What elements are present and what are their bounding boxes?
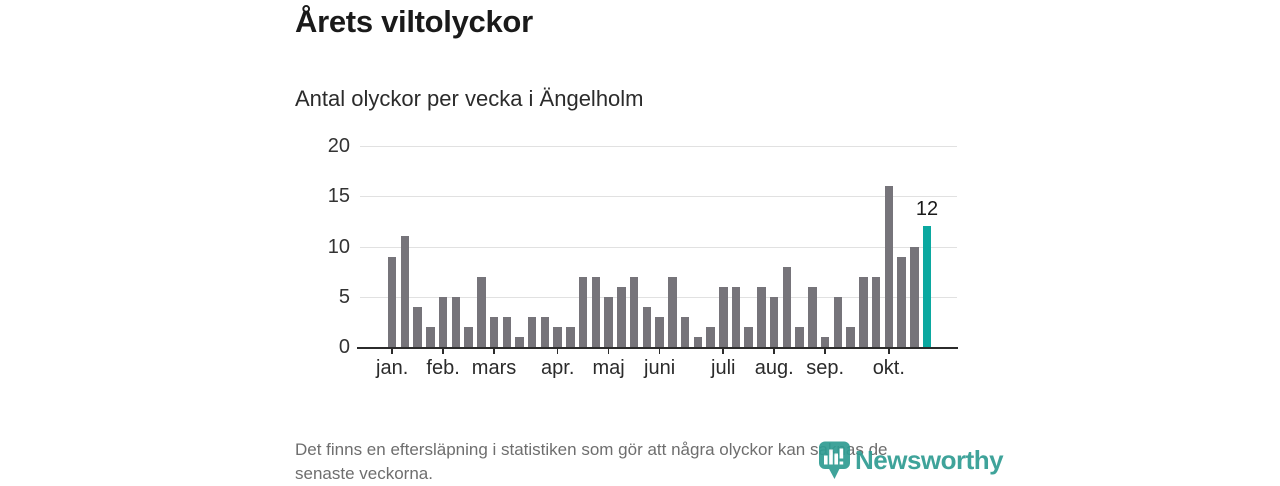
footnote: Det finns en eftersläpning i statistiken… [295,438,887,486]
bar-week-23 [668,276,677,347]
bar-week-33 [795,326,804,347]
gridline [360,296,957,298]
bar-week-20 [629,276,639,347]
x-axis-tick [888,348,890,354]
x-tick-label-juli: juli [711,357,736,379]
y-tick-label: 20 [327,135,350,157]
gridline [360,146,957,147]
bar-week-5 [438,296,448,347]
y-tick-label: 5 [338,285,350,308]
bar-week-12 [527,316,537,347]
gridline [360,246,957,248]
newsworthy-logo[interactable]: Newsworthy [818,441,1004,480]
newsworthy-logo-text: Newsworthy [855,445,1004,475]
bar-week-32 [782,266,792,347]
bar-week-14 [553,326,562,347]
x-tick-label-okt: okt. [872,357,905,379]
x-tick-label-jan: jan. [376,357,409,379]
bar-chart: 0 5 10 15 20 jan. feb. mars apr. maj juni juli aug. s… [328,135,958,379]
bar-week-42 [910,246,919,347]
x-tick-label-feb: feb. [426,357,460,379]
bar-week-17 [591,276,601,347]
gridline [360,196,957,198]
chart-title: Årets viltolyckor [295,4,533,39]
bar-week-6 [451,296,461,347]
y-tick-label: 10 [327,235,350,258]
chart-subtitle: Antal olyckor per vecka i Ängelholm [295,86,644,111]
bar-week-15 [566,326,575,347]
x-axis-line [357,346,958,349]
bar-week-21 [642,306,652,347]
bar-week-22 [655,316,664,347]
x-tick-label-mars: mars [471,357,517,379]
bar-week-7 [464,326,473,347]
x-tick-label-sep: sep. [806,357,845,379]
bar-week-38 [859,276,868,347]
bar-week-24 [680,316,690,347]
newsworthy-pin-icon [819,441,850,479]
bar-week-39 [871,276,881,347]
x-axis-tick [556,348,559,354]
bar-week-1 [387,256,397,347]
bar-week-9 [489,316,499,347]
bar-week-18 [604,296,613,347]
x-tick-label-aug: aug. [754,357,794,379]
bar-week-4 [426,326,435,347]
bar-week-35 [820,336,830,347]
x-tick-label-maj: maj [592,357,625,379]
bar-week-30 [757,286,766,347]
y-tick-label: 15 [327,185,350,208]
bar-week-26 [706,326,715,347]
bar-week-34 [808,286,817,347]
highlighted-bar-value-label: 12 [915,198,939,221]
footnote-line-2: senaste veckorna. [295,464,433,483]
x-axis-tick [442,348,444,354]
bar-week-2 [400,236,410,347]
bar-week-27 [719,286,728,347]
bar-week-31 [769,296,779,347]
bar-week-10 [502,316,511,347]
bar-week-43-highlighted [922,226,932,347]
bar-week-8 [477,276,486,347]
x-axis-tick [607,348,610,354]
bar-week-36 [833,296,843,347]
x-axis-tick [391,348,393,354]
x-axis-tick [722,348,725,354]
x-axis-tick [773,348,775,354]
x-axis-tick [824,348,826,354]
bar-week-40 [884,186,894,347]
bar-week-25 [693,336,703,347]
bar-week-13 [540,316,550,347]
bar-week-3 [413,306,422,347]
bar-week-37 [846,326,855,347]
x-axis-tick [658,348,661,354]
bar-week-29 [744,326,753,347]
bar-week-19 [617,286,626,347]
footnote-line-1: Det finns en eftersläpning i statistiken… [295,440,888,459]
x-tick-label-juni: juni [644,357,676,379]
x-axis-tick [493,348,495,354]
bar-week-28 [731,286,741,347]
bar-week-41 [897,256,906,347]
bar-week-11 [515,336,524,347]
x-tick-label-apr: apr. [541,357,575,379]
bar-week-16 [578,276,588,347]
y-tick-label: 0 [338,336,350,358]
